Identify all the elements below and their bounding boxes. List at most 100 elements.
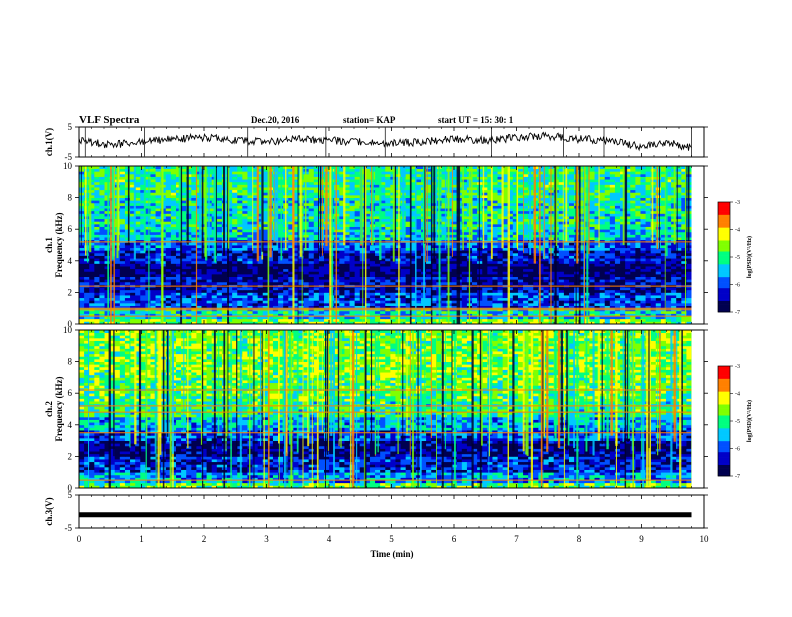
spectrogram-cell: [217, 245, 223, 248]
spectrogram-cell: [253, 319, 258, 322]
spectrogram-cell: [492, 290, 498, 293]
spectrogram-cell: [380, 319, 386, 322]
spectrogram-cell: [217, 295, 223, 298]
spectrogram-cell: [350, 300, 356, 303]
spectrogram-cell: [135, 224, 141, 227]
spectrogram-cell: [523, 221, 529, 224]
spectrogram-cell: [385, 219, 391, 222]
spectrogram-cell: [375, 261, 381, 264]
spectrogram-cell: [314, 271, 320, 274]
spectrogram-cell: [416, 290, 422, 293]
spectrogram-cell: [477, 292, 483, 295]
spectrogram-cell: [156, 279, 162, 282]
spectrogram-cell: [630, 292, 636, 295]
spectrogram-cell: [640, 282, 646, 285]
spectrogram-cell: [600, 221, 606, 224]
spectrogram-cell: [309, 250, 315, 253]
spectrogram-cell: [620, 311, 626, 314]
spectrogram-cell: [166, 234, 172, 237]
spectrogram-cell: [94, 263, 100, 266]
spectrogram-cell: [283, 250, 289, 253]
spectrogram-cell: [186, 287, 192, 290]
spectrogram-cell: [202, 295, 208, 298]
spectrogram-cell: [610, 261, 616, 264]
spectrogram-cell: [523, 292, 529, 295]
spectrogram-cell: [482, 253, 488, 256]
spectrogram-cell: [477, 248, 483, 251]
spectrogram-cell: [492, 256, 498, 259]
spectrogram-cell: [140, 269, 146, 272]
spectrogram-cell: [610, 290, 616, 293]
spectrogram-cell: [135, 303, 141, 306]
spectrogram-cell: [559, 261, 565, 264]
spectrogram-cell: [640, 277, 646, 280]
spectrogram-cell: [283, 282, 289, 285]
spectrogram-cell: [610, 258, 616, 261]
spectrogram-cell: [686, 271, 692, 274]
spectrogram-cell: [671, 319, 677, 322]
spectrogram-cell: [630, 219, 636, 222]
spectrogram-cell: [569, 266, 575, 269]
spectrogram-cell: [646, 300, 652, 303]
spectrogram-cell: [564, 261, 570, 264]
spectrogram-cell: [401, 263, 407, 266]
spectrogram-cell: [503, 292, 509, 295]
spectrogram-cell: [324, 261, 330, 264]
spectrogram-cell: [120, 319, 126, 322]
spectrogram-cell: [676, 300, 682, 303]
spectrogram-cell: [605, 250, 611, 253]
spectrogram-cell: [686, 274, 692, 277]
spectrogram-cell: [319, 290, 325, 293]
spectrogram-cell: [309, 287, 315, 290]
spectrogram-cell: [625, 290, 631, 293]
spectrogram-cell: [651, 269, 657, 272]
spectrogram-cell: [666, 271, 672, 274]
spectrogram-cell: [355, 274, 361, 277]
spectrogram-cell: [94, 229, 100, 232]
spectrogram-cell: [640, 258, 646, 261]
spectrogram-cell: [441, 242, 447, 245]
spectrogram-cell: [304, 287, 310, 290]
spectrogram-cell: [380, 274, 386, 277]
spectrogram-cell: [426, 263, 432, 266]
spectrogram-cell: [625, 298, 631, 301]
spectrogram-cell: [217, 232, 223, 235]
spectrogram-cell: [518, 256, 524, 259]
spectrogram-cell: [533, 319, 539, 322]
spectrogram-cell: [355, 234, 361, 237]
spectrogram-cell: [344, 253, 350, 256]
spectrogram-cell: [518, 234, 524, 237]
spectrogram-cell: [472, 295, 478, 298]
spectrogram-cell: [222, 274, 228, 277]
spectrogram-cell: [651, 250, 657, 253]
spectrogram-cell: [350, 227, 356, 230]
spectrogram-cell: [298, 282, 304, 285]
spectrogram-cell: [166, 263, 172, 266]
spectrogram-cell: [666, 266, 672, 269]
spectrogram-cell: [171, 250, 177, 253]
spectrogram-cell: [472, 277, 478, 280]
spectrogram-cell: [339, 287, 345, 290]
spectrogram-cell: [339, 250, 345, 253]
spectrogram-cell: [401, 292, 407, 295]
spectrogram-cell: [651, 319, 657, 322]
spectrogram-cell: [283, 300, 289, 303]
spectrogram-cell: [656, 311, 662, 314]
spectrogram-cell: [518, 258, 524, 261]
spectrogram-cell: [620, 300, 626, 303]
spectrogram-cell: [145, 303, 151, 306]
spectrogram-cell: [498, 250, 504, 253]
spectrogram-cell: [523, 303, 529, 306]
spectrogram-cell: [94, 237, 100, 240]
spectrogram-cell: [630, 263, 636, 266]
spectrogram-cell: [651, 224, 657, 227]
spectrogram-cell: [84, 298, 90, 301]
spectrogram-cell: [309, 279, 315, 282]
spectrogram-cell: [130, 282, 136, 285]
spectrogram-cell: [600, 232, 606, 235]
spectrogram-cell: [589, 224, 595, 227]
spectrogram-cell: [105, 298, 111, 301]
spectrogram-cell: [370, 245, 376, 248]
spectrogram-cell: [304, 290, 310, 293]
